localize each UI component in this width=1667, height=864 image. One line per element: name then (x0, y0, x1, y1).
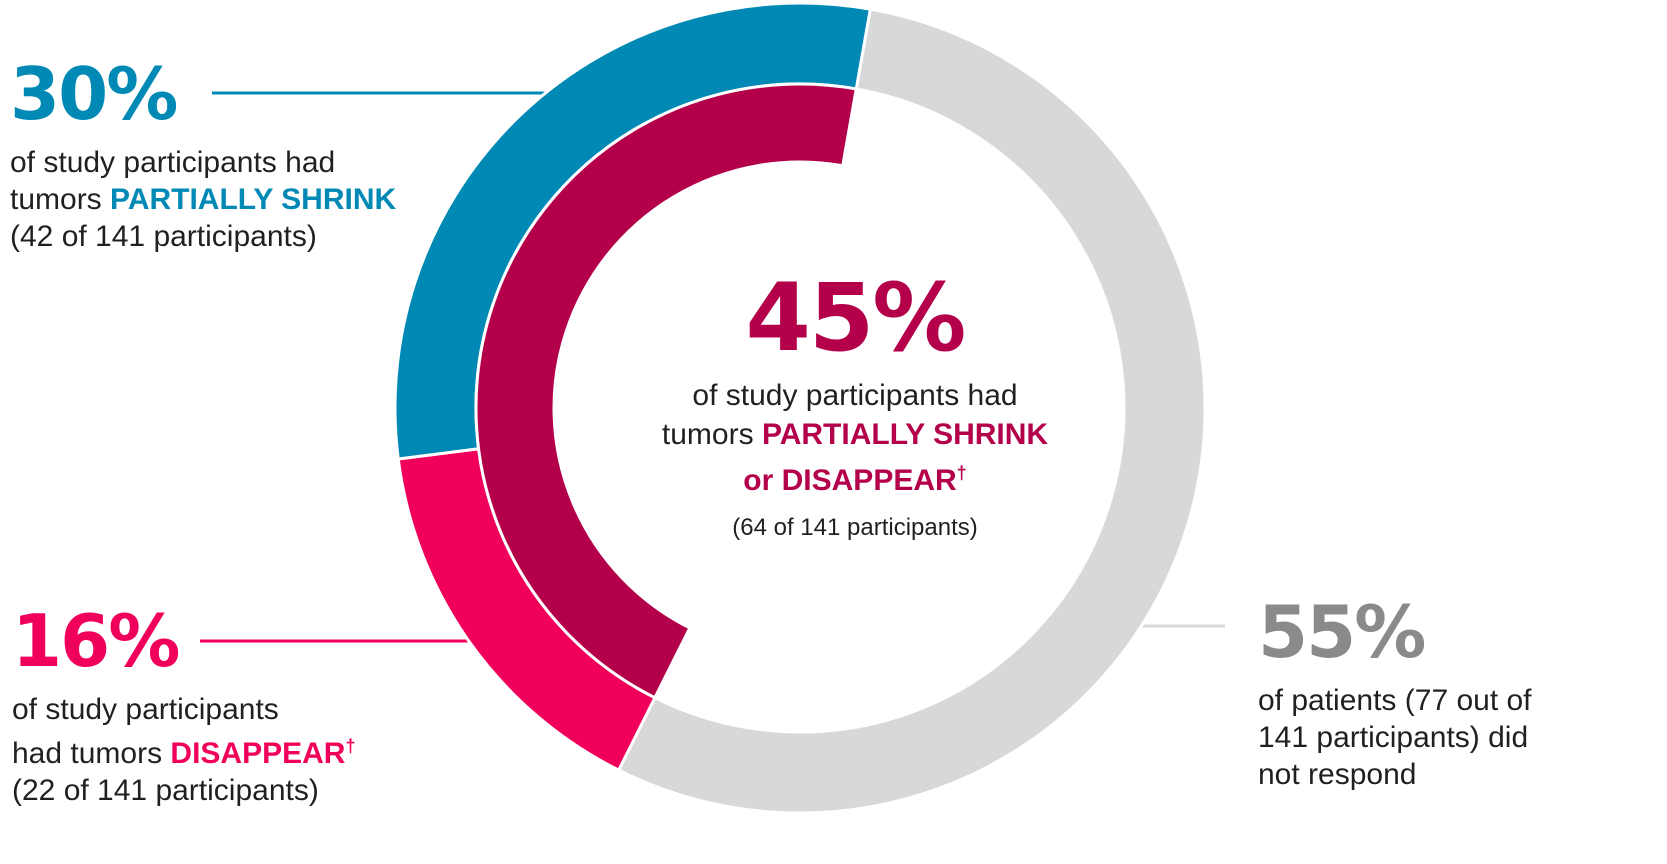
center-dagger: † (956, 463, 967, 483)
center-emphasis-2: or DISAPPEAR (743, 464, 957, 497)
center-emphasis-1: PARTIALLY SHRINK (761, 418, 1049, 451)
partial-shrink-desc-line1: of study participants had (10, 146, 336, 179)
center-percent: 45% (745, 264, 967, 373)
no-response-slice (616, 7, 1207, 815)
partial-shrink-emphasis: PARTIALLY SHRINK (110, 183, 397, 216)
disappear-count: (22 of 141 participants) (12, 774, 319, 807)
center-desc-line1: of study participants had (692, 379, 1018, 412)
center-desc-pre: tumors (661, 418, 762, 451)
disappear-desc-pre: had tumors (12, 737, 171, 770)
combined-response-slice (474, 82, 859, 700)
disappear-desc-line1: of study participants (12, 693, 279, 726)
no-response-percent: 55% (1258, 590, 1426, 674)
partial-shrink-percent: 30% (10, 52, 178, 136)
inner-ring (474, 82, 859, 700)
center-count: (64 of 141 participants) (732, 514, 978, 541)
disappear-callout: 16% of study participants had tumors DIS… (12, 605, 355, 809)
no-response-desc-line2: 141 participants) did (1258, 721, 1529, 754)
disappear-dagger: † (345, 736, 356, 756)
disappear-percent: 16% (12, 599, 180, 683)
no-response-callout: 55% of patients (77 out of 141 participa… (1258, 596, 1532, 793)
partial-shrink-count: (42 of 141 participants) (10, 220, 317, 253)
no-response-desc-line3: not respond (1258, 758, 1417, 791)
center-summary: 45% of study participants had tumors PAR… (590, 272, 1120, 547)
partial-shrink-callout: 30% of study participants had tumors PAR… (10, 58, 396, 255)
disappear-emphasis: DISAPPEAR (170, 737, 346, 770)
partial-shrink-desc-pre: tumors (10, 183, 111, 216)
outer-ring (393, 1, 1207, 815)
no-response-desc-line1: of patients (77 out of (1258, 684, 1532, 717)
